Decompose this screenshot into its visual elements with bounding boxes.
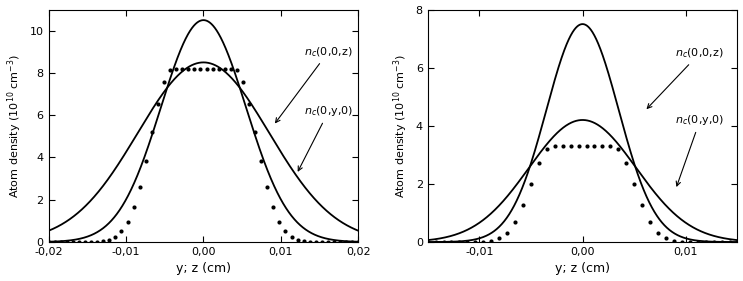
Text: $n_c$(0,0,z): $n_c$(0,0,z) xyxy=(647,46,724,108)
Y-axis label: Atom density (10$^{10}$ cm$^{-3}$): Atom density (10$^{10}$ cm$^{-3}$) xyxy=(392,54,410,198)
Text: $n_c$(0,y,0): $n_c$(0,y,0) xyxy=(675,113,724,186)
X-axis label: y; z (cm): y; z (cm) xyxy=(176,262,231,275)
Y-axis label: Atom density (10$^{10}$ cm$^{-3}$): Atom density (10$^{10}$ cm$^{-3}$) xyxy=(5,54,25,198)
X-axis label: y; z (cm): y; z (cm) xyxy=(555,262,610,275)
Text: $n_c$(0,0,z): $n_c$(0,0,z) xyxy=(276,45,353,123)
Text: $n_c$(0,y,0): $n_c$(0,y,0) xyxy=(298,104,354,171)
